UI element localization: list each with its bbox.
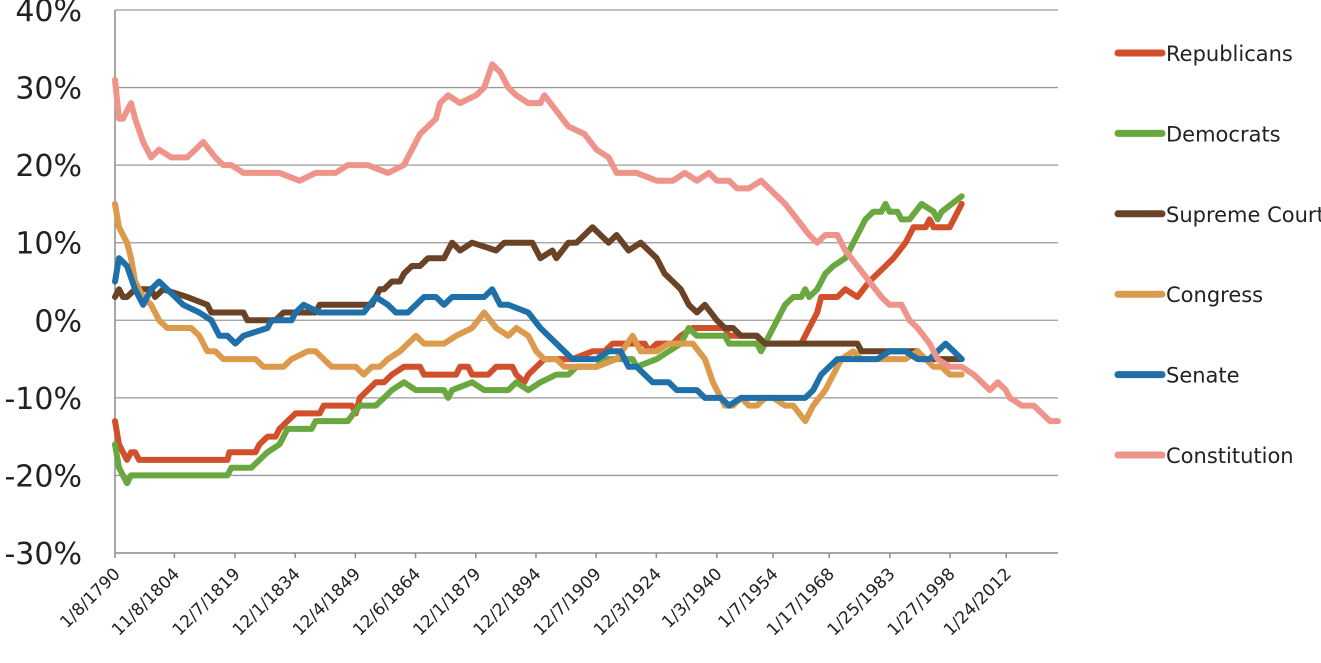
x-tick-labels: 1/8/179011/8/180412/7/181912/1/183412/4/… <box>56 564 1015 640</box>
y-tick-label: 0% <box>34 304 82 339</box>
legend-label-congress: Congress <box>1166 283 1263 307</box>
y-tick-label: 20% <box>15 149 82 184</box>
series-line-senate <box>112 255 965 409</box>
y-tick-label: 30% <box>15 72 82 107</box>
y-tick-labels: -30% -20% -10% 0% 10% 20% 30% 40% <box>4 0 82 572</box>
y-tick-label: -10% <box>4 382 82 417</box>
legend: Republicans Democrats Supreme Court Congres… <box>1114 42 1321 468</box>
series-lines <box>112 61 1061 487</box>
y-tick-label: -20% <box>4 459 82 494</box>
legend-label-supreme-court: Supreme Court <box>1166 203 1321 227</box>
legend-label-democrats: Democrats <box>1166 122 1281 146</box>
series-line-supreme-court <box>112 224 965 363</box>
y-tick-label: 10% <box>15 227 82 262</box>
y-tick-label: 40% <box>15 0 82 29</box>
y-tick-label: -30% <box>4 537 82 572</box>
x-tick-label: 1/3/1940 <box>658 564 726 632</box>
series-line-constitution <box>112 61 1061 425</box>
gridlines <box>115 9 1058 477</box>
legend-label-republicans: Republicans <box>1166 42 1293 66</box>
series-line-congress <box>112 200 965 425</box>
series-line-republicans <box>112 200 965 463</box>
legend-label-senate: Senate <box>1166 364 1240 388</box>
legend-label-constitution: Constitution <box>1166 444 1294 468</box>
